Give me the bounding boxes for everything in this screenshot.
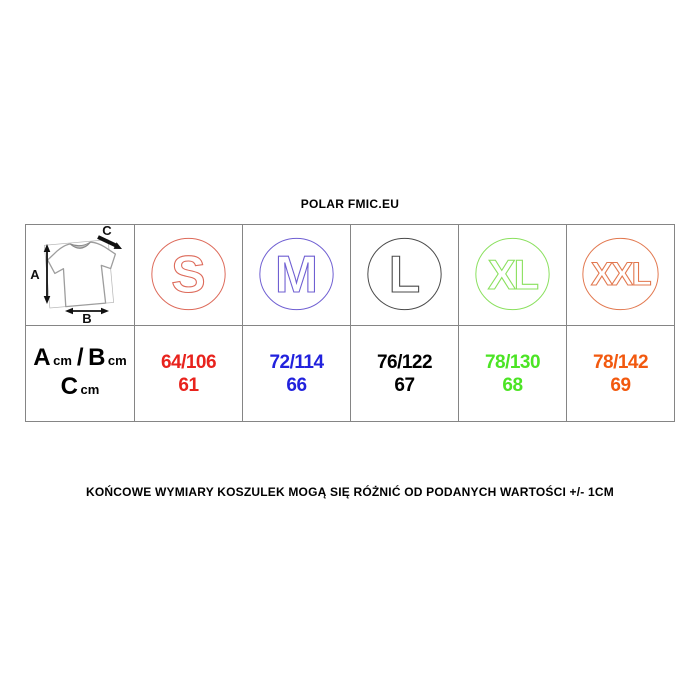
size-badge-cell-s: S: [134, 225, 242, 325]
values-s: 64/106 61: [160, 351, 217, 397]
value-c-l: 67: [394, 375, 415, 396]
dim-label-c: C: [102, 225, 112, 238]
arrow-c-line: [97, 235, 118, 248]
tshirt-body: [46, 241, 117, 308]
dim-label-b: B: [82, 311, 91, 325]
value-cell-m: 72/114 66: [242, 325, 350, 422]
footer-disclaimer: KOŃCOWE WYMIARY KOSZULEK MOGĄ SIĘ RÓŻNIĆ…: [86, 485, 614, 499]
value-ab-xxl: 78/142: [592, 352, 649, 373]
size-badge-s: S: [151, 237, 226, 311]
page-title: POLAR FMIC.EU: [300, 197, 400, 211]
values-l: 76/122 67: [376, 351, 433, 397]
badge-circle-xxl: [582, 237, 659, 311]
size-badge-cell-l: L: [350, 225, 458, 325]
badge-letter-xxl: XXL: [591, 255, 651, 292]
values-xl: 78/130 68: [484, 351, 541, 397]
values-m: 72/114 66: [269, 351, 324, 397]
badge-circle-m: [259, 237, 334, 311]
size-badge-xxl: XXL: [582, 237, 659, 311]
badge-circle-xl: [475, 237, 550, 311]
label-a-unit: cm: [53, 353, 72, 368]
tshirt-collar: [70, 241, 91, 249]
tshirt-outline-group: [43, 239, 117, 309]
label-b: B: [88, 344, 105, 371]
value-c-s: 61: [178, 375, 199, 396]
tshirt-diagram-cell: A B C: [26, 225, 134, 325]
label-c: C: [60, 373, 78, 400]
arrow-b-head-right: [101, 307, 109, 315]
size-badge-cell-xl: XL: [458, 225, 566, 325]
badge-letter-s: S: [171, 245, 205, 303]
label-separator: /: [76, 344, 84, 371]
arrow-b-head-left: [65, 307, 73, 315]
arrow-a-head-bottom: [43, 296, 51, 304]
dim-label-a: A: [30, 267, 40, 282]
size-badge-l: L: [367, 237, 442, 311]
label-b-unit: cm: [107, 353, 127, 368]
badge-circle-l: [367, 237, 442, 311]
size-badge-cell-m: M: [242, 225, 350, 325]
size-badge-m: M: [259, 237, 334, 311]
size-chart-table: A B C S M L XL: [25, 224, 675, 422]
badge-letter-l: L: [389, 245, 420, 303]
label-c-unit: cm: [80, 382, 100, 397]
value-ab-xl: 78/130: [484, 352, 541, 373]
value-c-xxl: 69: [610, 375, 631, 396]
value-cell-l: 76/122 67: [350, 325, 458, 422]
value-ab-s: 64/106: [160, 352, 217, 373]
arrow-a-head-top: [43, 244, 51, 252]
label-a: A: [33, 344, 51, 371]
values-xxl: 78/142 69: [592, 351, 649, 397]
value-c-m: 66: [286, 375, 307, 396]
badge-letter-xl: XL: [488, 251, 539, 298]
size-badge-xl: XL: [475, 237, 550, 311]
tshirt-measurement-diagram: A B C: [30, 225, 122, 325]
arrow-c-head: [113, 242, 122, 249]
value-c-xl: 68: [502, 375, 523, 396]
value-cell-s: 64/106 61: [134, 325, 242, 422]
size-badge-cell-xxl: XXL: [566, 225, 674, 325]
value-cell-xl: 78/130 68: [458, 325, 566, 422]
badge-circle-s: [151, 237, 226, 311]
value-ab-m: 72/114: [269, 352, 324, 373]
badge-letter-m: M: [275, 245, 318, 303]
value-ab-l: 76/122: [376, 352, 433, 373]
value-cell-xxl: 78/142 69: [566, 325, 674, 422]
